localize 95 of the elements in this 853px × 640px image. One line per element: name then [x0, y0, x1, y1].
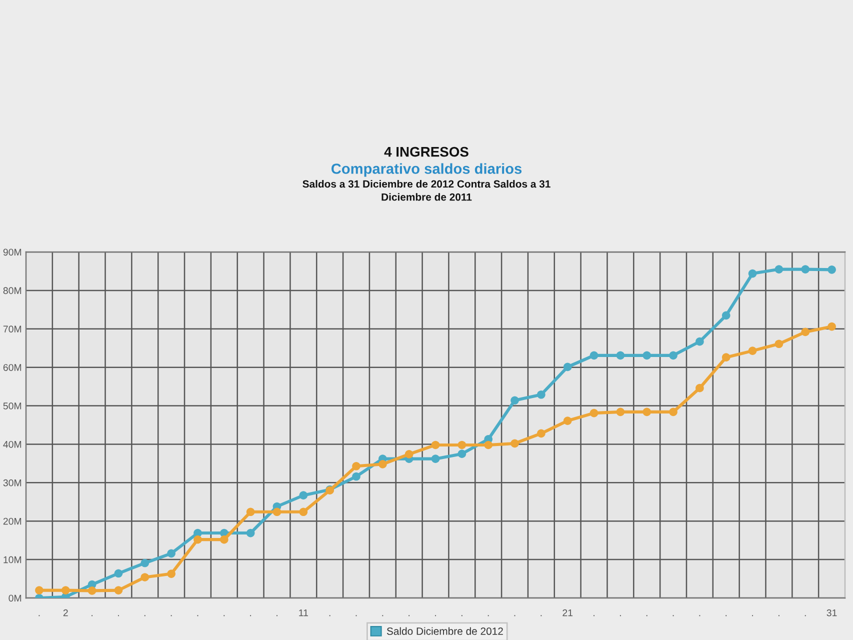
text: Saldos a 31 Diciembre de 2012 Contra Saldos a 31 Diciembre de 2011 — [302, 180, 550, 201]
x-tick-label: . — [197, 615, 198, 616]
point — [722, 311, 730, 320]
point — [537, 390, 546, 399]
point — [246, 508, 255, 516]
point — [458, 440, 466, 450]
x-tick-label: . — [620, 615, 621, 616]
x-tick-label: 11 — [299, 609, 308, 616]
chart-title: 4 INGRESOS — [384, 146, 468, 157]
x-tick-label: 2 — [63, 609, 68, 616]
point — [563, 416, 572, 425]
x-tick-label: . — [514, 615, 516, 616]
point — [458, 450, 466, 458]
point — [88, 586, 96, 595]
point — [35, 586, 44, 594]
point — [590, 351, 598, 360]
point — [801, 328, 810, 336]
x-tick-label: . — [646, 615, 648, 616]
point — [537, 429, 546, 438]
y-tick-label: 70M — [3, 326, 22, 333]
point — [696, 337, 704, 346]
point — [194, 535, 202, 544]
x-tick-label: . — [804, 615, 806, 616]
x-tick-label: . — [144, 615, 146, 616]
x-tick-label: . — [752, 615, 753, 616]
point — [378, 460, 387, 468]
point — [828, 322, 836, 331]
x-tick-label: . — [726, 615, 727, 616]
point — [431, 440, 440, 450]
point — [642, 351, 652, 360]
point — [616, 351, 625, 360]
x-tick-label: . — [356, 615, 357, 616]
point — [272, 508, 282, 516]
x-tick-label: . — [408, 615, 410, 616]
x-tick-label: . — [672, 615, 674, 616]
point — [828, 266, 836, 274]
point — [352, 472, 360, 481]
x-tick-label: 21 — [562, 609, 573, 616]
x-tick-label: . — [224, 615, 225, 616]
point — [722, 353, 730, 362]
point — [140, 573, 150, 582]
x-tick-label: . — [38, 615, 40, 616]
point — [590, 408, 598, 418]
point — [220, 535, 228, 544]
x-tick-label: . — [540, 615, 542, 616]
point — [801, 265, 810, 274]
x-tick-label: . — [382, 615, 384, 616]
x-tick-label: . — [276, 615, 278, 616]
point — [669, 351, 678, 360]
x-tick-label: . — [118, 615, 119, 616]
x-tick-label: . — [461, 615, 462, 616]
y-tick-label: 10M — [4, 556, 22, 564]
point — [696, 384, 704, 392]
point — [299, 508, 308, 516]
x-tick-label: . — [170, 615, 172, 616]
point — [669, 408, 678, 416]
point — [140, 558, 150, 568]
y-tick-label: 90M — [3, 248, 22, 256]
point — [404, 450, 414, 458]
point — [299, 491, 308, 500]
x-tick-label: . — [488, 615, 489, 616]
point — [642, 408, 652, 416]
point — [774, 265, 784, 274]
point — [510, 396, 519, 405]
point — [563, 362, 572, 372]
point — [774, 340, 784, 348]
x-tick-label: . — [435, 615, 436, 616]
legend-label: Saldo Diciembre de 2012 — [386, 627, 503, 635]
x-tick-label: 31 — [826, 609, 837, 616]
y-tick-label: 20M — [3, 518, 22, 525]
point — [167, 570, 176, 578]
point — [352, 462, 360, 470]
point — [246, 528, 255, 538]
y-tick-label: 40M — [3, 440, 22, 448]
x-tick-label: . — [329, 615, 330, 616]
point — [431, 454, 440, 463]
point — [114, 586, 123, 594]
x-tick-label: . — [699, 615, 700, 616]
y-tick-label: 0M — [8, 594, 22, 602]
x-tick-label: . — [778, 615, 780, 616]
point — [748, 269, 757, 278]
point — [61, 586, 70, 594]
point — [748, 346, 757, 355]
x-tick-label: . — [92, 615, 93, 616]
point — [114, 569, 123, 578]
point — [616, 408, 625, 416]
chart-subtitle: Comparativo saldos diarios — [331, 163, 522, 177]
x-tick-label: . — [250, 615, 252, 616]
point — [484, 440, 493, 450]
point — [167, 549, 176, 558]
point — [510, 439, 519, 448]
y-tick-label: 50M — [3, 402, 22, 410]
y-tick-label: 30M — [3, 479, 22, 486]
y-tick-label: 60M — [3, 364, 22, 371]
y-tick-label: 80M — [3, 287, 22, 294]
